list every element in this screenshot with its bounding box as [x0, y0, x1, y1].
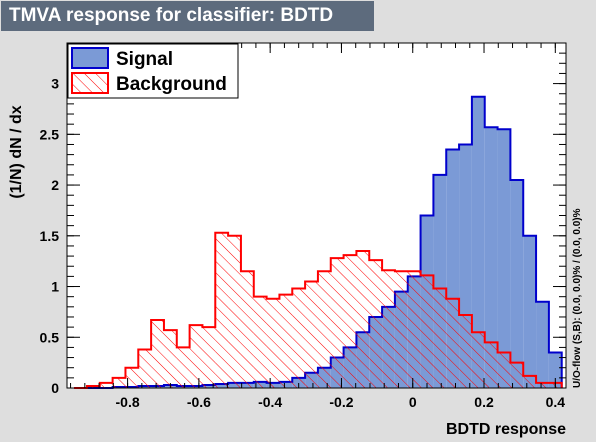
background-bin-bar — [394, 271, 408, 388]
x-tick-label: -0.6 — [187, 394, 211, 410]
x-axis-title: BDTD response — [446, 421, 566, 438]
y-tick-label: 1.5 — [40, 228, 60, 244]
x-tick-label: 0.4 — [546, 394, 566, 410]
overflow-note: U/O-flow (S,B): (0.0, 0.0)% / (0.0, 0.0)… — [572, 208, 583, 388]
background-bin-bar — [292, 288, 306, 388]
background-histogram — [74, 231, 563, 389]
chart-title: TMVA response for classifier: BDTD — [1, 1, 374, 31]
signal-bin-bar — [471, 96, 485, 388]
background-bin-bar — [99, 382, 113, 388]
background-bin-bar — [446, 298, 460, 388]
signal-bin-bar — [523, 235, 537, 388]
background-bin-bar — [382, 270, 395, 388]
background-bin-bar — [112, 377, 126, 388]
background-bin-bar — [471, 332, 485, 388]
background-bin-bar — [330, 258, 344, 388]
y-axis-title: (1/N) dN / dx — [8, 105, 25, 198]
x-tick-label: -0.2 — [329, 394, 353, 410]
background-bin-bar — [228, 235, 241, 388]
background-bin-bar — [189, 325, 203, 388]
background-bin-bar — [151, 320, 164, 388]
signal-bin-bar — [497, 129, 511, 388]
y-tick-label: 1 — [51, 279, 59, 295]
background-outline — [74, 231, 563, 389]
background-bin-bar — [279, 294, 293, 388]
background-bin-bar — [510, 362, 524, 388]
background-bin-bar — [240, 271, 254, 388]
background-bin-bar — [266, 298, 280, 388]
signal-bin-bar — [510, 179, 524, 388]
background-bin-bar — [317, 271, 331, 388]
histogram-layer — [74, 95, 563, 389]
x-tick-label: -0.8 — [116, 394, 140, 410]
x-tick-label: 0.2 — [474, 394, 494, 410]
signal-bin-bar — [536, 301, 549, 388]
legend-background-label: Background — [116, 74, 227, 95]
y-tick-label: 0 — [51, 380, 59, 396]
y-tick-label: 0.5 — [40, 329, 60, 345]
background-bin-bar — [420, 275, 434, 388]
y-tick-label: 2 — [51, 177, 59, 193]
background-bin-bar — [176, 347, 190, 388]
signal-bin-bar — [484, 127, 498, 389]
x-tick-label: -0.4 — [258, 394, 282, 410]
background-bin-bar — [484, 342, 498, 388]
background-bin-bar — [343, 255, 357, 388]
background-bin-bar — [523, 375, 537, 388]
background-bin-bar — [536, 382, 549, 388]
legend-signal-swatch — [71, 47, 109, 69]
background-bin-bar — [407, 271, 421, 388]
background-bin-bar — [253, 296, 267, 388]
x-tick-label: 0 — [409, 394, 417, 410]
background-bin-bar — [459, 314, 472, 388]
background-bin-bar — [125, 367, 139, 388]
background-bin-bar — [305, 281, 318, 388]
legend-signal-label: Signal — [116, 49, 173, 70]
background-bin-bar — [497, 352, 511, 388]
background-bin-bar — [86, 385, 100, 388]
y-tick-label: 2.5 — [40, 126, 60, 142]
background-bin-bar — [356, 251, 370, 388]
legend-background-swatch — [71, 72, 109, 94]
background-bin-bar — [369, 260, 383, 388]
background-bin-bar — [215, 232, 229, 388]
background-bin-bar — [202, 327, 216, 388]
y-tick-label: 3 — [51, 76, 59, 92]
background-bin-bar — [163, 330, 177, 388]
background-bin-bar — [433, 288, 447, 388]
background-bin-bar — [138, 349, 152, 388]
signal-bin-bar — [548, 352, 562, 388]
legend: Signal Background — [67, 43, 239, 99]
